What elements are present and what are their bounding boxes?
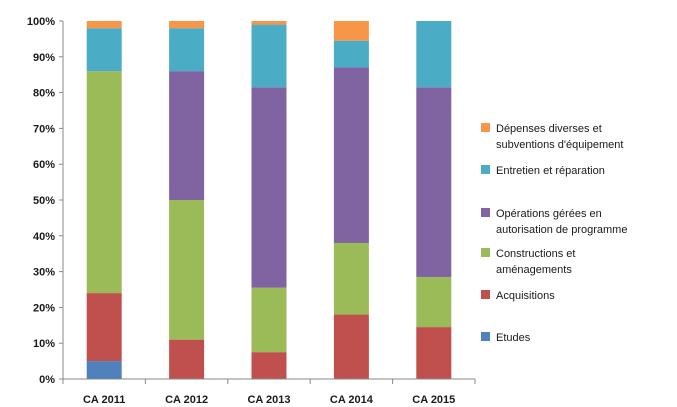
bar-segment <box>86 361 122 379</box>
bar-segment <box>333 40 369 68</box>
legend-swatch <box>481 248 490 257</box>
bar-segment <box>251 287 287 353</box>
x-tick-label: CA 2013 <box>247 394 290 406</box>
y-tick-label: 60% <box>33 159 55 171</box>
bar-segment <box>416 21 452 88</box>
legend-swatch <box>481 290 490 299</box>
bar-segment <box>86 28 122 72</box>
x-tick-label: CA 2012 <box>165 394 208 406</box>
y-tick-label: 0% <box>39 374 55 386</box>
bar-segment <box>251 87 287 288</box>
x-tick-label: CA 2015 <box>412 394 455 406</box>
bar-segment <box>169 339 205 379</box>
bar-segment <box>251 352 287 379</box>
legend-label: subventions d'équipement <box>496 139 623 151</box>
y-tick-label: 80% <box>33 88 55 100</box>
legend-label: Acquisitions <box>496 290 555 302</box>
bar-segment <box>333 314 369 379</box>
bar-segment <box>333 67 369 243</box>
y-tick-label: 90% <box>33 52 55 64</box>
bar-segment <box>169 200 205 340</box>
y-axis: 0% 10% 20% 30% 40% 50% 60% 70% 80% 90% 100% <box>27 16 64 386</box>
legend-swatch <box>481 332 490 341</box>
y-tick-label: 100% <box>27 16 55 28</box>
legend-label: aménagements <box>496 264 572 276</box>
bar-segment <box>416 327 452 379</box>
bars <box>86 21 452 379</box>
bar-segment <box>251 21 287 25</box>
x-axis: CA 2011 CA 2012 CA 2013 CA 2014 CA 2015 <box>62 378 476 406</box>
legend-label: Constructions et <box>496 248 575 260</box>
legend-label: Entretien et réparation <box>496 165 605 177</box>
legend-swatch <box>481 165 490 174</box>
bar-segment <box>416 276 452 328</box>
x-tick-label: CA 2011 <box>83 394 125 406</box>
y-tick-label: 40% <box>33 231 55 243</box>
y-tick-label: 70% <box>33 123 55 135</box>
bar-segment <box>86 71 122 294</box>
bar-segment <box>333 21 369 41</box>
bar-segment <box>86 21 122 29</box>
legend-label: autorisation de programme <box>496 224 627 236</box>
legend-swatch <box>481 208 490 217</box>
legend: Dépenses diverses et subventions d'équipe… <box>481 123 627 344</box>
bar-segment <box>251 24 287 88</box>
legend-label: Etudes <box>496 332 531 344</box>
y-tick-label: 20% <box>33 302 55 314</box>
bar-segment <box>416 87 452 277</box>
bar-segment <box>169 21 205 29</box>
x-tick-label: CA 2014 <box>330 394 374 406</box>
y-tick-label: 10% <box>33 338 55 350</box>
bar-segment <box>169 28 205 72</box>
bar-segment <box>169 71 205 201</box>
y-tick-label: 30% <box>33 267 55 279</box>
bar-segment <box>333 242 369 315</box>
y-tick-label: 50% <box>33 195 55 207</box>
legend-swatch <box>481 123 490 132</box>
legend-label: Opérations gérées en <box>496 208 602 220</box>
bar-segment <box>86 293 122 362</box>
legend-label: Dépenses diverses et <box>496 123 602 135</box>
